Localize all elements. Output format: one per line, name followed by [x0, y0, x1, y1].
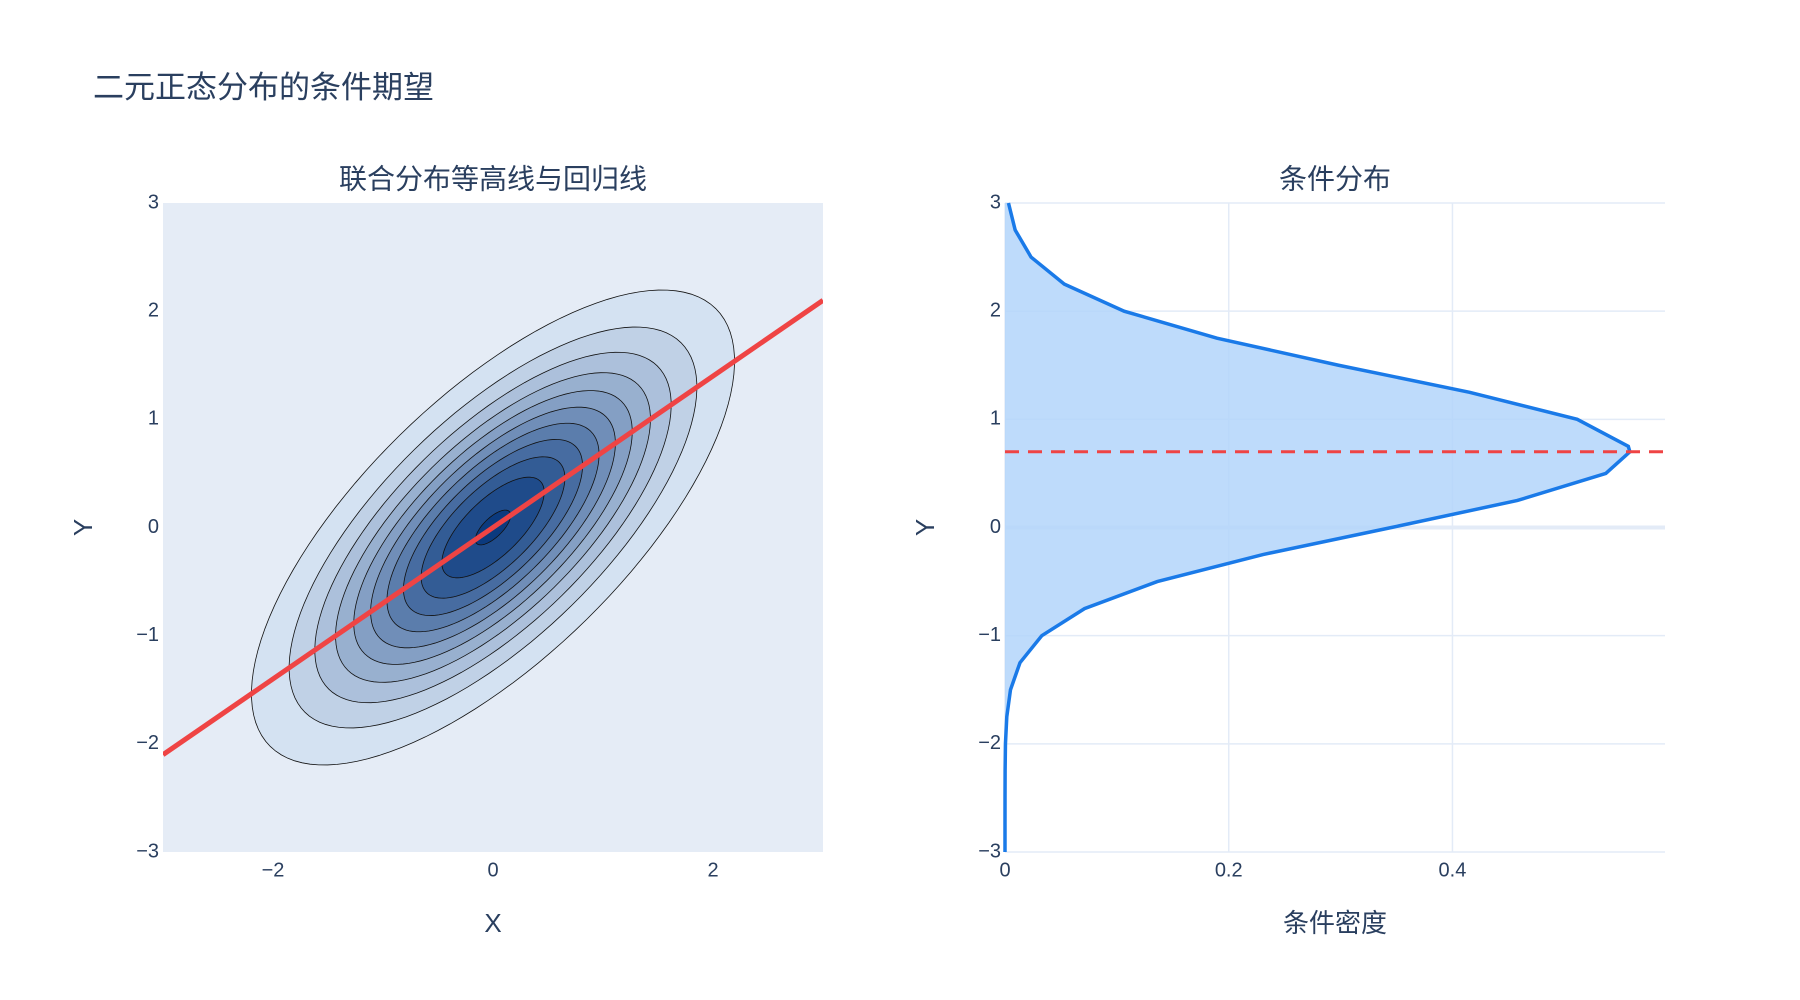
y-tick-label: 2 [148, 299, 159, 321]
x-tick-label: 0.4 [1439, 859, 1467, 881]
y-axis-title: Y [910, 519, 940, 536]
y-tick-label: 0 [148, 516, 159, 538]
y-tick-label: 1 [990, 408, 1001, 430]
y-tick-label: 3 [148, 191, 159, 213]
regression-line [163, 298, 823, 757]
y-axis-title: Y [68, 519, 98, 536]
y-tick-label: −3 [978, 840, 1001, 862]
y-tick-label: −1 [978, 624, 1001, 646]
x-axis-title: 条件密度 [1283, 908, 1387, 938]
y-tick-label: −3 [136, 840, 159, 862]
y-tick-label: −2 [978, 732, 1001, 754]
x-axis-title: X [484, 908, 501, 938]
y-tick-label: −2 [136, 732, 159, 754]
y-tick-label: 1 [148, 408, 159, 430]
x-tick-label: 0 [487, 859, 498, 881]
density-area [1005, 203, 1630, 852]
y-tick-label: 0 [990, 516, 1001, 538]
y-tick-label: −1 [136, 624, 159, 646]
x-tick-label: 2 [707, 859, 718, 881]
contour-group [163, 289, 823, 766]
subplot-title: 联合分布等高线与回归线 [339, 163, 647, 194]
figure-title: 二元正态分布的条件期望 [93, 70, 434, 105]
x-tick-label: 0.2 [1215, 859, 1243, 881]
x-tick-label: 0 [999, 859, 1010, 881]
y-tick-label: 2 [990, 299, 1001, 321]
x-tick-label: −2 [262, 859, 285, 881]
y-tick-label: 3 [990, 191, 1001, 213]
density-line [1003, 202, 1632, 852]
subplot-title: 条件分布 [1279, 163, 1391, 194]
